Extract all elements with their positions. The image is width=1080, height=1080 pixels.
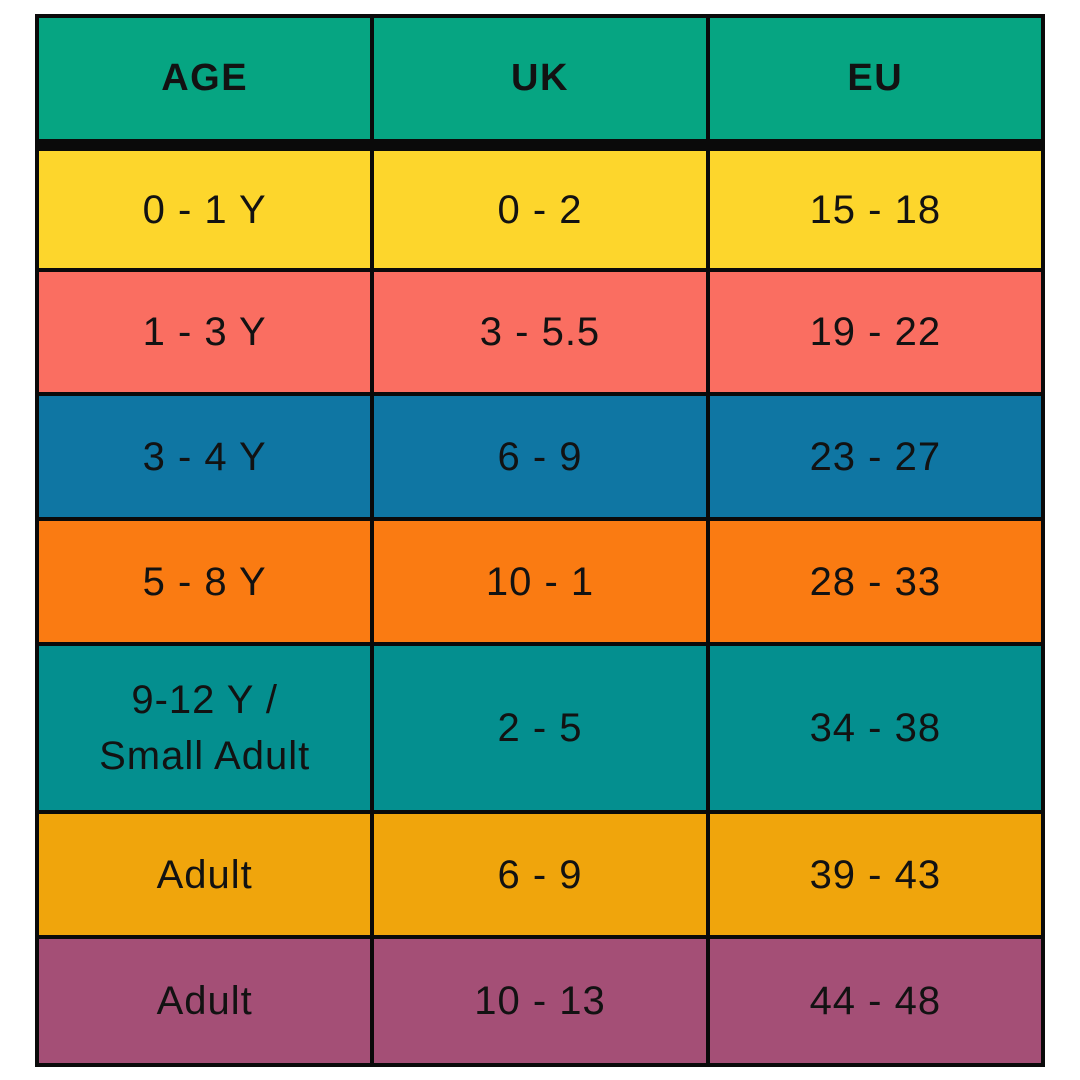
cell-age: 9-12 Y / Small Adult [39,646,371,810]
cell-uk: 10 - 13 [374,939,706,1063]
cell-uk: 3 - 5.5 [374,272,706,392]
header-cell-age: AGE [39,18,371,139]
cell-eu: 39 - 43 [709,814,1041,935]
cell-uk: 2 - 5 [374,646,706,810]
header-cell-uk: UK [374,18,706,139]
cell-eu: 15 - 18 [709,151,1041,268]
cell-uk: 10 - 1 [374,521,706,642]
cell-eu: 28 - 33 [709,521,1041,642]
cell-age: 1 - 3 Y [39,272,371,392]
cell-uk: 0 - 2 [374,151,706,268]
cell-uk: 6 - 9 [374,396,706,517]
header-cell-eu: EU [709,18,1041,139]
cell-eu: 23 - 27 [709,396,1041,517]
cell-age: Adult [39,939,371,1063]
cell-age: 0 - 1 Y [39,151,371,268]
header-separator [39,143,1041,147]
cell-eu: 44 - 48 [709,939,1041,1063]
cell-eu: 19 - 22 [709,272,1041,392]
cell-age: 3 - 4 Y [39,396,371,517]
size-chart-table: AGE UK EU 0 - 1 Y 0 - 2 15 - 18 1 - 3 Y … [35,14,1045,1067]
cell-age: 5 - 8 Y [39,521,371,642]
cell-uk: 6 - 9 [374,814,706,935]
cell-age: Adult [39,814,371,935]
cell-eu: 34 - 38 [709,646,1041,810]
